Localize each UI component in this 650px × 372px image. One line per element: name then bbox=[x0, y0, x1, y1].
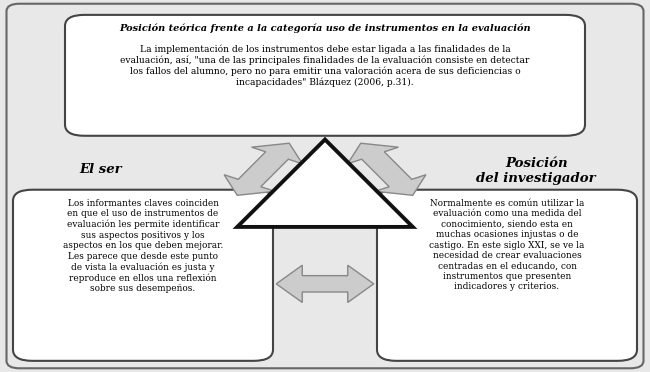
FancyBboxPatch shape bbox=[6, 4, 644, 368]
FancyBboxPatch shape bbox=[13, 190, 273, 361]
Polygon shape bbox=[224, 143, 302, 195]
Text: Posición
del investigador: Posición del investigador bbox=[476, 157, 596, 185]
FancyBboxPatch shape bbox=[377, 190, 637, 361]
Text: El ser: El ser bbox=[79, 163, 122, 176]
Text: La implementación de los instrumentos debe estar ligada a las finalidades de la
: La implementación de los instrumentos de… bbox=[120, 45, 530, 87]
Text: Los informantes claves coinciden
en que el uso de instrumentos de
evaluación les: Los informantes claves coinciden en que … bbox=[63, 199, 223, 293]
Polygon shape bbox=[348, 143, 426, 195]
Polygon shape bbox=[276, 265, 374, 302]
FancyBboxPatch shape bbox=[65, 15, 585, 136]
Text: Posición teórica frente a la categoría uso de instrumentos en la evaluación: Posición teórica frente a la categoría u… bbox=[119, 23, 531, 33]
Text: Normalmente es común utilizar la
evaluación como una medida del
conocimiento, si: Normalmente es común utilizar la evaluac… bbox=[429, 199, 585, 291]
Polygon shape bbox=[237, 140, 413, 227]
